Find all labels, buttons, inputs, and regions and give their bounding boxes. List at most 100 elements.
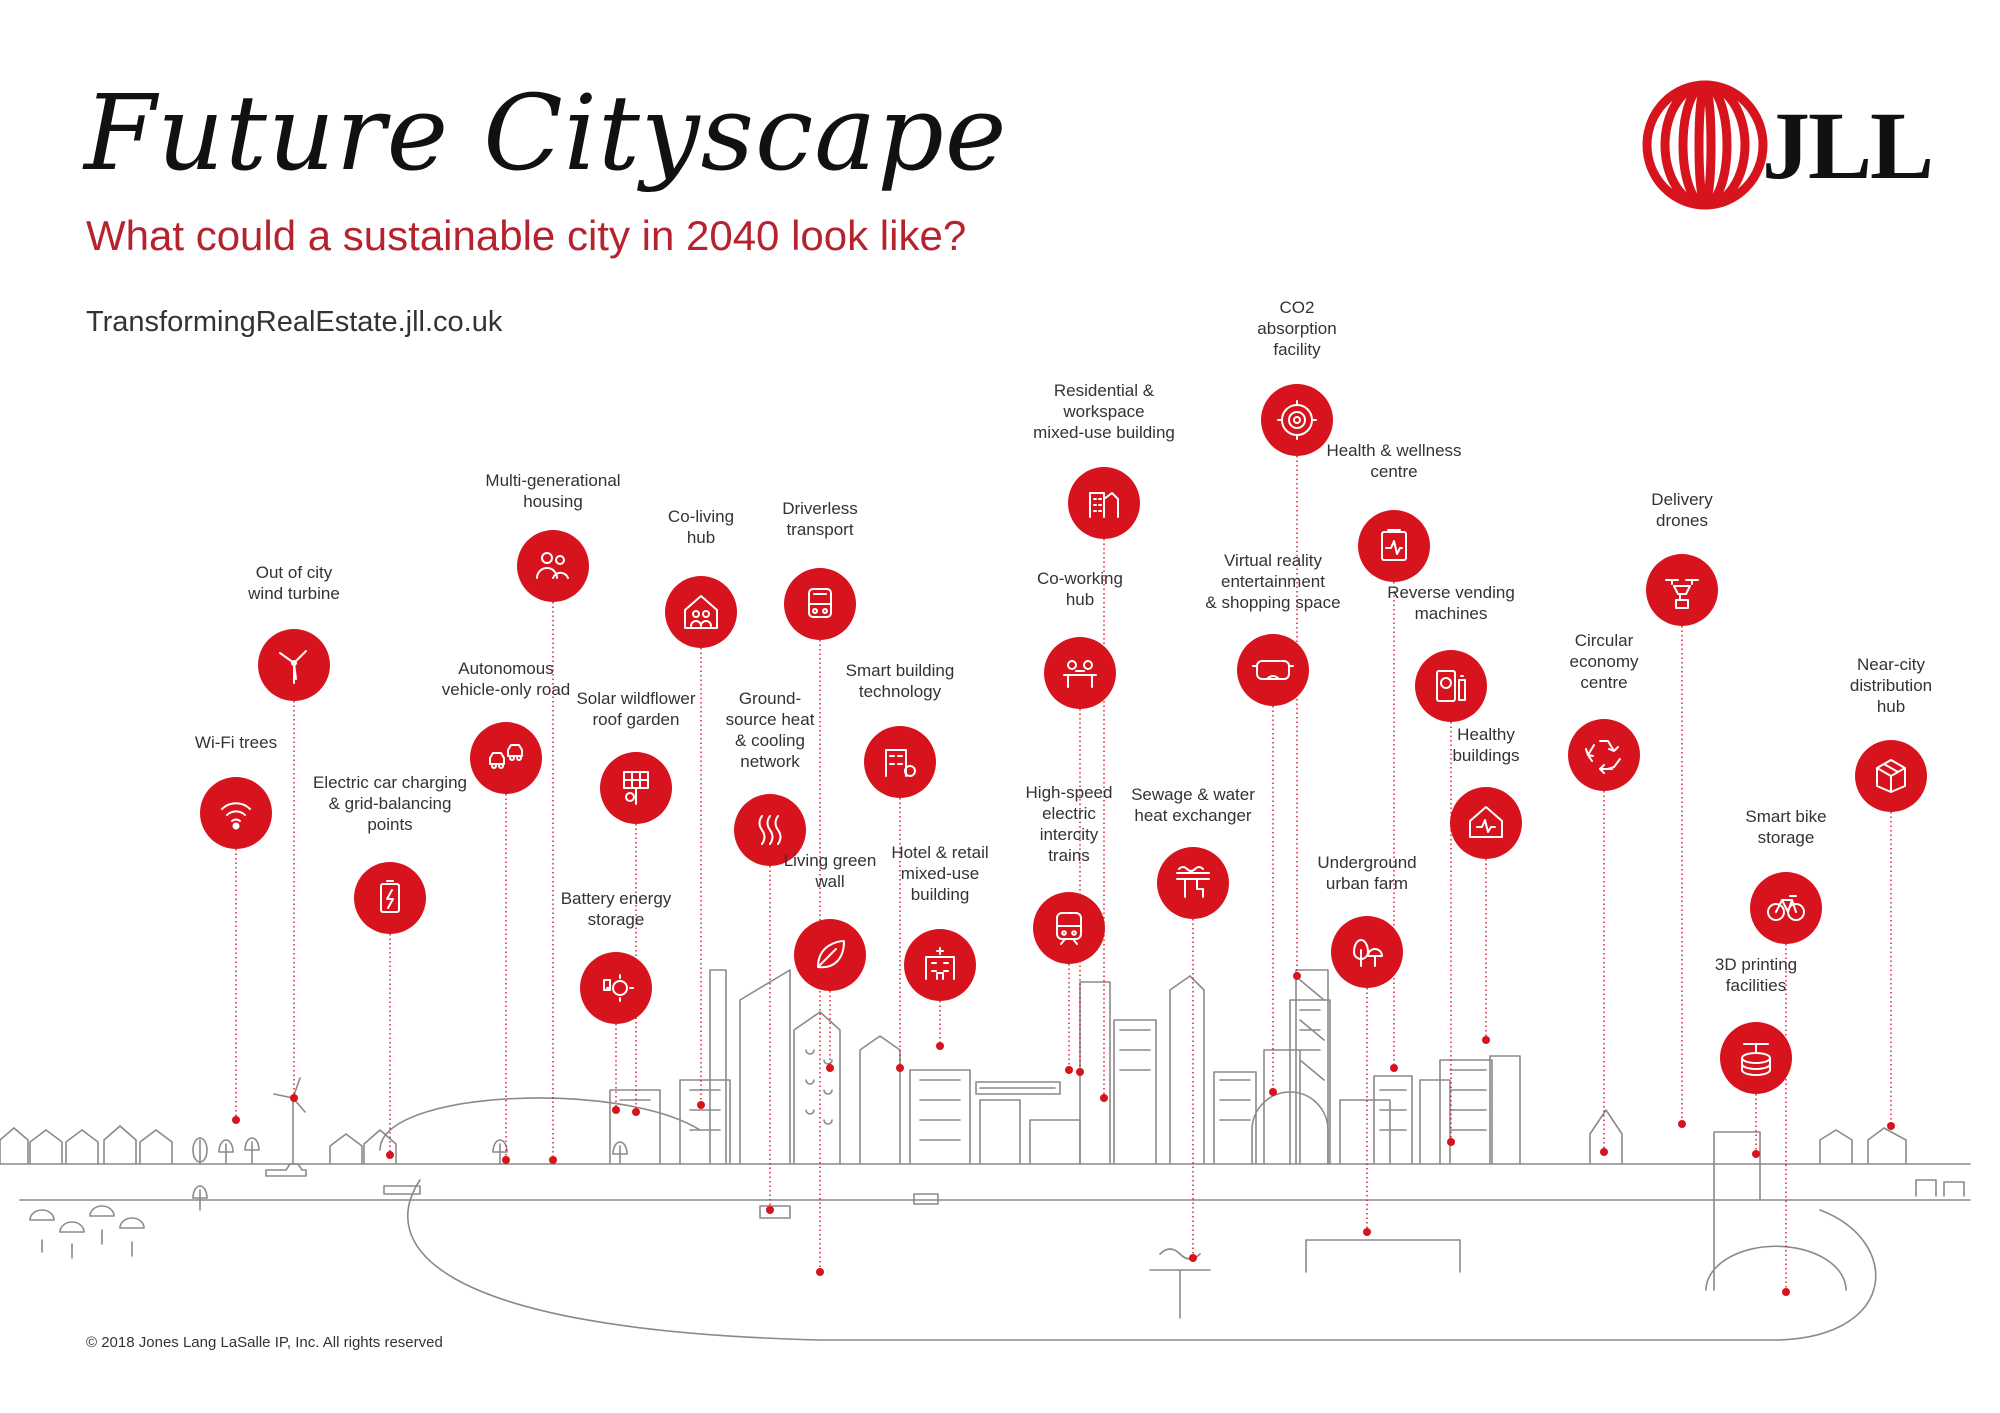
mixed-use-icon	[1089, 492, 1119, 518]
feature-label: Out of city wind turbine	[247, 563, 340, 603]
feature-co-living[interactable]: Co-living hub	[665, 507, 737, 1109]
feature-label: Delivery drones	[1651, 490, 1713, 530]
feature-recycle[interactable]: Circular economy centre	[1568, 631, 1640, 1156]
feature-circle[interactable]	[580, 952, 652, 1024]
feature-battery-charge[interactable]: Electric car charging & grid-balancing poi…	[313, 773, 467, 1159]
cars-road	[265, 1163, 939, 1219]
buildings-right	[1339, 1055, 1521, 1165]
feature-circle[interactable]	[1033, 892, 1105, 964]
train-icon	[1056, 912, 1082, 945]
location-pin	[697, 1101, 705, 1109]
feature-water-exchanger[interactable]: Sewage & water heat exchanger	[1131, 785, 1255, 1262]
location-pin	[1100, 1094, 1108, 1102]
feature-label: Underground urban farm	[1317, 853, 1416, 893]
feature-circle[interactable]	[1044, 637, 1116, 709]
page-title: Future Cityscape	[84, 72, 1008, 194]
feature-circle[interactable]	[1358, 510, 1430, 582]
wind-turbine	[273, 1077, 306, 1165]
location-pin	[826, 1064, 834, 1072]
feature-label: CO2 absorption facility	[1257, 298, 1336, 359]
feature-hotel[interactable]: Hotel & retail mixed-use building	[891, 843, 989, 1050]
feature-drone[interactable]: Delivery drones	[1646, 490, 1718, 1128]
feature-circle[interactable]	[517, 530, 589, 602]
feature-autonomous-cars[interactable]: Autonomous vehicle-only road	[442, 659, 571, 1164]
location-pin	[1293, 972, 1301, 980]
copyright-text: © 2018 Jones Lang LaSalle IP, Inc. All r…	[86, 1334, 443, 1351]
feature-label: Circular economy centre	[1570, 631, 1639, 692]
feature-circle[interactable]	[1237, 634, 1309, 706]
feature-circle[interactable]	[1261, 384, 1333, 456]
feature-battery-sun[interactable]: Battery energy storage	[561, 889, 672, 1114]
location-pin	[1600, 1148, 1608, 1156]
jll-logo: JLL	[1640, 80, 1934, 210]
feature-leaf[interactable]: Living green wall	[784, 851, 877, 1072]
feature-circle[interactable]	[904, 929, 976, 1001]
delivery-vans	[1915, 1179, 1965, 1197]
parcel-icon	[1876, 759, 1906, 793]
location-pin	[936, 1042, 944, 1050]
trees-icon	[1353, 939, 1383, 967]
location-pin	[766, 1206, 774, 1214]
houses-left	[0, 1125, 397, 1165]
location-pin	[1782, 1288, 1790, 1296]
feature-circle[interactable]	[470, 722, 542, 794]
location-pin	[1752, 1150, 1760, 1158]
feature-parcel[interactable]: Near-city distribution hub	[1850, 655, 1932, 1130]
features-layer: Wi-Fi trees Out of city wind turbine Electr…	[195, 298, 1932, 1296]
location-pin	[1390, 1064, 1398, 1072]
feature-bike[interactable]: Smart bike storage	[1745, 807, 1827, 1296]
feature-circle[interactable]	[1720, 1022, 1792, 1094]
feature-label: Co-living hub	[668, 507, 734, 547]
feature-family[interactable]: Multi-generational housing	[485, 471, 621, 1164]
buildings-right-centre	[1213, 999, 1331, 1165]
website-link[interactable]: TransformingRealEstate.jll.co.uk	[86, 306, 503, 338]
green-wall-tower	[793, 1011, 841, 1165]
location-pin	[1447, 1138, 1455, 1146]
location-pin	[290, 1094, 298, 1102]
feature-label: Autonomous vehicle-only road	[442, 659, 571, 699]
vending-machine-icon	[1436, 670, 1466, 702]
feature-3d-printer[interactable]: 3D printing facilities	[1715, 955, 1797, 1158]
location-pin	[1065, 1066, 1073, 1074]
location-pin	[612, 1106, 620, 1114]
feature-co-working[interactable]: Co-working hub	[1037, 569, 1123, 1076]
feature-solar-flower[interactable]: Solar wildflower roof garden	[576, 689, 696, 1116]
feature-circle[interactable]	[864, 726, 936, 798]
feature-smart-building[interactable]: Smart building technology	[846, 661, 955, 1072]
feature-circle[interactable]	[1646, 554, 1718, 626]
location-pin	[632, 1108, 640, 1116]
3d-printer-icon	[1741, 1043, 1771, 1076]
feature-circle[interactable]	[1157, 847, 1229, 919]
feature-trees[interactable]: Underground urban farm	[1317, 853, 1417, 1236]
feature-wifi[interactable]: Wi-Fi trees	[195, 733, 277, 1124]
feature-circle[interactable]	[1568, 719, 1640, 791]
bike-storage-tube	[1705, 1131, 1847, 1291]
battery-charge-icon	[380, 880, 400, 913]
feature-label: Sewage & water heat exchanger	[1131, 785, 1255, 825]
feature-circle[interactable]	[665, 576, 737, 648]
feature-train[interactable]: High-speed electric intercity trains	[1026, 783, 1113, 1074]
feature-co2[interactable]: CO2 absorption facility	[1257, 298, 1337, 980]
trees-front	[29, 1185, 208, 1259]
page-subtitle: What could a sustainable city in 2040 lo…	[86, 212, 967, 259]
co2-icon	[1277, 400, 1317, 440]
feature-label: Residential & workspace mixed-use building	[1033, 381, 1175, 442]
feature-label: Smart building technology	[846, 661, 955, 701]
vr-headset-icon	[1252, 660, 1294, 680]
feature-circle[interactable]	[200, 777, 272, 849]
feature-vr-headset[interactable]: Virtual reality entertainment & shopping s…	[1205, 551, 1341, 1096]
location-pin	[896, 1064, 904, 1072]
location-pin	[502, 1156, 510, 1164]
feature-label: Smart bike storage	[1745, 807, 1826, 847]
feature-heat-waves[interactable]: Ground-source heat & cooling network	[726, 689, 815, 1214]
family-icon	[536, 552, 569, 579]
feature-label: Reverse vending machines	[1387, 583, 1515, 623]
jll-logo-mark-icon	[1642, 80, 1768, 210]
bike-icon	[1767, 895, 1805, 921]
feature-wind-turbine[interactable]: Out of city wind turbine	[247, 563, 340, 1102]
feature-health[interactable]: Health & wellness centre	[1326, 441, 1462, 1072]
feature-vending-machine[interactable]: Reverse vending machines	[1387, 583, 1515, 1146]
feature-mixed-use[interactable]: Residential & workspace mixed-use building	[1033, 381, 1175, 1102]
feature-healthy-building[interactable]: Healthy buildings	[1450, 725, 1522, 1044]
smart-building-icon	[885, 749, 916, 777]
